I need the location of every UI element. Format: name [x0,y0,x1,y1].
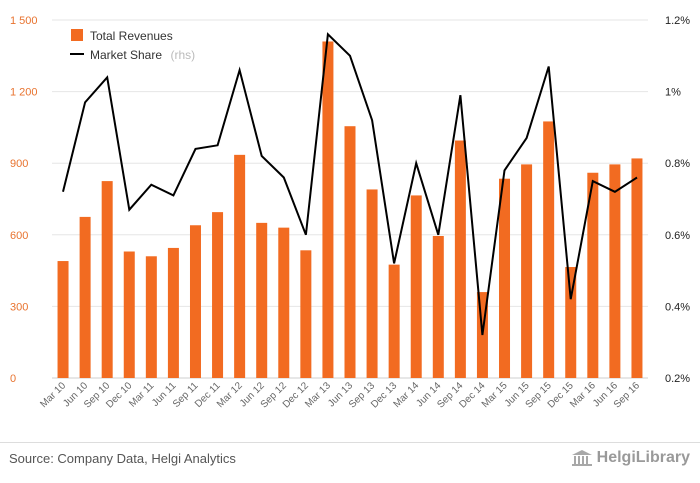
revenue-bar [189,225,201,378]
right-tick-label: 0.4% [665,301,690,313]
revenue-bar [410,195,422,378]
left-tick-label: 900 [10,158,28,170]
revenue-bar [388,264,400,378]
revenue-bar [123,251,135,378]
brand-name: HelgiLibrary [596,449,690,466]
revenue-bar [521,164,533,378]
revenue-bar [167,247,179,378]
revenue-bar [344,126,356,378]
right-axis-ticks: 0.2% 0.4% 0.6% 0.8% 1% 1.2% [665,15,690,385]
chart-canvas: 0 300 600 900 1 200 1 500 0.2% 0.4% 0.6% 0.8% 1% 1… [10,15,690,411]
legend-label-market-share-group: Market Share (rhs) [90,46,195,63]
revenue-bar [322,41,334,378]
revenue-bar [234,154,246,378]
revenue-bar [499,178,511,378]
revenue-bar [145,256,157,378]
legend-label-market-share: Market Share [90,48,162,62]
legend-label-rhs: (rhs) [170,48,195,62]
left-tick-label: 1 200 [10,87,38,99]
left-tick-label: 0 [10,373,16,385]
left-tick-label: 600 [10,230,28,242]
revenue-bar [256,222,268,378]
revenue-bar [565,267,577,378]
right-tick-label: 1% [665,87,681,99]
revenue-bar [57,261,69,378]
legend-swatch-revenues [71,29,83,41]
left-tick-label: 300 [10,301,28,313]
revenue-bar [300,250,312,378]
revenue-bar [454,140,466,378]
library-building-icon [571,450,592,466]
revenue-bar [79,216,91,378]
left-tick-label: 1 500 [10,15,38,27]
revenue-bar [278,227,290,378]
right-tick-label: 0.2% [665,373,690,385]
revenue-bar [212,212,224,378]
right-tick-label: 0.8% [665,158,690,170]
revenue-bar [101,181,113,378]
legend: Total Revenues Market Share (rhs) [70,29,195,63]
legend-label-revenues: Total Revenues [90,29,173,43]
revenue-bar [631,158,643,378]
footer-divider [0,442,700,443]
brand-logo: HelgiLibrary [571,449,690,467]
market-share-series-line [62,32,638,336]
right-tick-label: 0.6% [665,230,690,242]
revenue-bar [366,189,378,378]
revenue-bar [609,164,621,378]
x-tick-label: Mar 11 [127,380,157,410]
left-axis-ticks: 0 300 600 900 1 200 1 500 [10,15,38,385]
market-share-line [62,32,638,336]
source-note: Source: Company Data, Helgi Analytics [9,451,236,466]
revenue-bar [543,121,555,378]
revenue-bar [432,235,444,378]
revenue-bar [587,172,599,378]
right-tick-label: 1.2% [665,15,690,27]
